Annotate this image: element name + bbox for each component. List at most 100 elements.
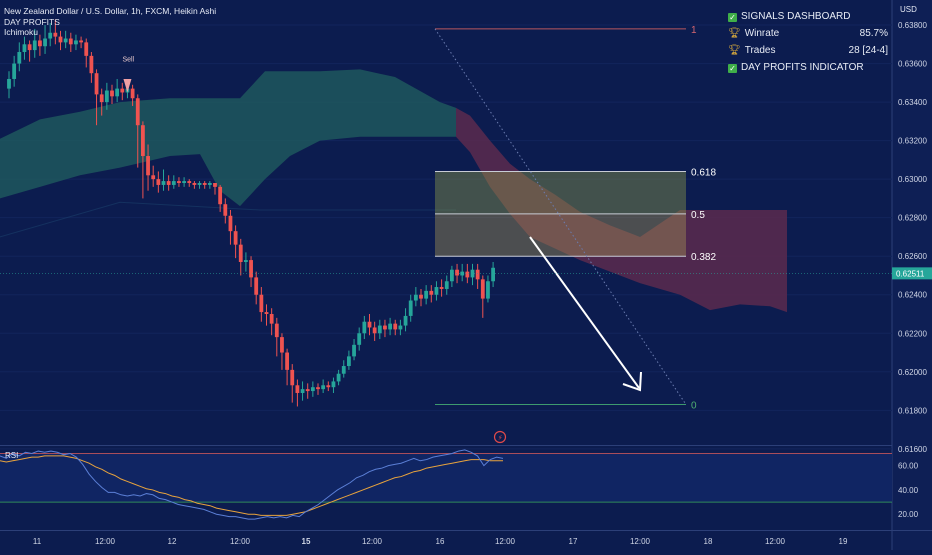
candle-body: [151, 175, 156, 180]
candle-body: [244, 260, 248, 262]
candle-body: [388, 323, 392, 330]
candle-body: [295, 385, 300, 393]
fib-level-label: 0: [691, 401, 697, 412]
price-tick-label: 0.62600: [898, 252, 927, 261]
candle-body: [367, 321, 372, 328]
price-tick-label: 0.63000: [898, 175, 927, 184]
candle-body: [32, 40, 37, 51]
candle-body: [470, 269, 475, 278]
candle-body: [269, 314, 274, 324]
candle-body: [17, 52, 22, 64]
candle-body: [192, 183, 197, 185]
check-icon: ✓: [728, 13, 737, 22]
candle-body: [336, 373, 341, 382]
candle-body: [398, 325, 403, 330]
indicator-day-profits[interactable]: DAY PROFITS: [4, 16, 60, 27]
candle-body: [259, 294, 264, 313]
candle-body: [465, 271, 470, 278]
price-axis[interactable]: USD 0.63800 0.63600 0.63400 0.63200 0.63000 0.…: [0, 5, 932, 454]
candle-body: [99, 94, 104, 103]
candle-body: [110, 90, 114, 97]
last-price-label: 0.62511: [896, 269, 925, 278]
candle-body: [228, 215, 233, 232]
fib-level-label: 0.382: [691, 252, 716, 263]
fib-zone-lower: [435, 213, 686, 257]
candle-body: [94, 73, 99, 95]
fibonacci-retracement[interactable]: 1 0.618 0.5 0.382 0: [434, 25, 716, 412]
time-tick-label: 12: [168, 537, 177, 546]
cloud-bullish: [0, 69, 456, 207]
candle-body: [377, 325, 382, 334]
candle-body: [264, 312, 269, 315]
trophy-icon: 🏆︎: [728, 45, 741, 56]
candle-series: Sell: [7, 19, 495, 407]
candle-body: [444, 281, 449, 289]
fib-trend-line: [434, 28, 687, 405]
candle-body: [439, 287, 444, 289]
price-tick-label: 0.62000: [898, 368, 927, 377]
candle-body: [491, 267, 495, 282]
candle-body: [233, 231, 238, 245]
time-tick-label: 12:00: [362, 537, 383, 546]
dashboard-row-winrate: 🏆︎ Winrate 85.7%: [728, 25, 888, 42]
lightning-icon: [493, 430, 507, 444]
dashboard-row-trades: 🏆︎ Trades 28 [24-4]: [728, 42, 888, 59]
winrate-value: 85.7%: [859, 28, 888, 39]
candle-body: [115, 88, 120, 97]
candle-body: [197, 183, 202, 185]
price-tick-label: 0.62800: [898, 214, 927, 223]
candle-body: [120, 88, 125, 93]
candle-body: [475, 269, 480, 280]
candle-body: [383, 325, 387, 330]
candle-body: [357, 333, 362, 345]
candle-body: [156, 179, 161, 185]
dashboard-title-row: ✓ SIGNALS DASHBOARD: [728, 8, 888, 25]
indicator-ichimoku[interactable]: Ichimoku: [4, 27, 39, 37]
candle-body: [238, 244, 243, 262]
candle-body: [166, 181, 171, 185]
rsi-tick-label: 40.00: [898, 486, 919, 495]
candle-body: [68, 38, 73, 45]
ichimoku-cloud: [0, 69, 787, 313]
candle-body: [280, 337, 284, 353]
time-tick-label: 15: [302, 537, 311, 546]
time-tick-label: 11: [33, 537, 42, 546]
candle-body: [202, 183, 207, 185]
candle-body: [480, 279, 485, 299]
sell-signal-arrow: [123, 78, 132, 93]
candle-body: [218, 186, 223, 205]
candle-body: [455, 269, 459, 276]
candle-body: [84, 42, 89, 56]
time-tick-label: 12:00: [765, 537, 786, 546]
trades-value: 28 [24-4]: [848, 45, 888, 56]
candle-body: [161, 181, 166, 185]
candle-body: [182, 181, 186, 184]
time-tick-label: 18: [704, 537, 713, 546]
candle-body: [12, 63, 17, 79]
check-icon: ✓: [728, 64, 737, 73]
candle-body: [89, 55, 94, 74]
dashboard-footer-row: ✓ DAY PROFITS INDICATOR: [728, 59, 888, 76]
candle-body: [38, 40, 42, 47]
candle-body: [22, 44, 27, 53]
price-tick-label: 0.63600: [898, 60, 927, 69]
time-tick-label: 12:00: [630, 537, 651, 546]
candle-body: [177, 181, 181, 184]
trades-label: Trades: [744, 45, 776, 56]
candle-body: [187, 181, 192, 184]
chart-title: New Zealand Dollar / U.S. Dollar, 1h, FX…: [4, 6, 217, 16]
candle-body: [362, 321, 367, 334]
candle-body: [341, 366, 346, 374]
rsi-label: RSI: [5, 451, 18, 460]
candle-body: [146, 156, 150, 176]
candle-body: [486, 281, 490, 299]
candle-body: [223, 204, 228, 216]
candle-body: [429, 290, 434, 295]
rsi-tick-label: 60.00: [898, 462, 919, 471]
price-tick-label: 0.63400: [898, 98, 927, 107]
projection-arrow: ⚡︎: [493, 236, 642, 444]
candle-body: [316, 387, 320, 390]
time-axis[interactable]: 11 12:00 12 12:00 15 12:00 16 12:00 17 12:00 18 12:…: [33, 537, 848, 546]
